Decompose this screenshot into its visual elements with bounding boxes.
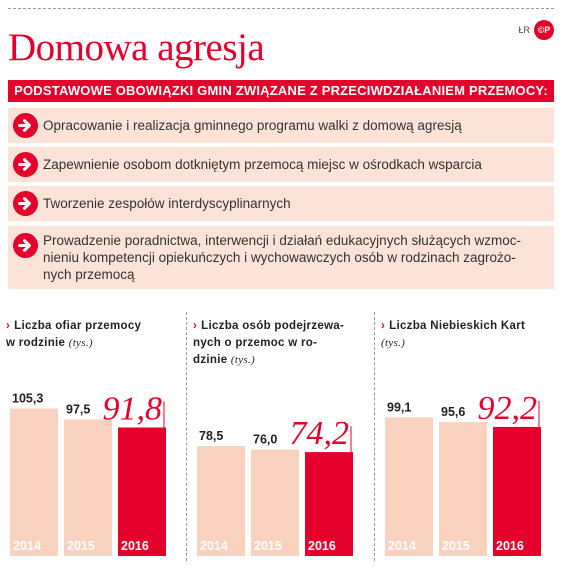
tick-label: 2015 — [67, 539, 95, 553]
value-label: 91,8 — [103, 390, 163, 427]
value-label: 76,0 — [253, 433, 277, 447]
chart-title: › Liczba ofiar przemocy w rodzinie (tys.) — [6, 320, 142, 349]
value-label: 74,2 — [290, 415, 350, 452]
duty-item-1: Opracowanie i realizacja gminnego progra… — [8, 108, 554, 143]
bar — [10, 408, 58, 556]
tick-label: 2016 — [308, 539, 336, 553]
duty-text: Opracowanie i realizacja gminnego progra… — [43, 118, 462, 133]
chart-title: › Liczba osób podejrzewa- nych o przemoc … — [193, 320, 345, 366]
value-label: 78,5 — [199, 429, 223, 443]
arrow-right-icon — [12, 232, 39, 259]
chart-panel-suspects: › Liczba osób podejrzewa- nych o przemoc … — [186, 312, 369, 561]
arrow-right-icon — [12, 112, 39, 139]
bar-chart: 99,1 2014 95,6 2015 92,2 2016 — [385, 390, 541, 556]
value-label: 105,3 — [12, 392, 43, 406]
bar — [385, 417, 433, 556]
duty-text: Tworzenie zespołów interdyscyplinarnych — [43, 196, 291, 211]
publisher-logo: ©P — [534, 20, 554, 40]
bar — [493, 426, 541, 556]
duty-item-2: Zapewnienie osobom dotkniętym przemocą m… — [8, 147, 554, 182]
bar — [251, 449, 299, 556]
value-label: 92,2 — [478, 390, 538, 427]
credit: ŁR ©P — [518, 20, 554, 40]
bar — [439, 422, 487, 556]
duties-banner: PODSTAWOWE OBOWIĄZKI GMIN ZWIĄZANE Z PRZ… — [8, 80, 554, 102]
tick-label: 2016 — [121, 539, 149, 553]
bar — [305, 452, 353, 556]
tick-label: 2014 — [388, 539, 416, 553]
value-label: 95,6 — [441, 405, 465, 419]
page-title: Domowa agresja — [8, 26, 265, 69]
author-credit: ŁR — [518, 25, 530, 35]
tick-label: 2015 — [254, 539, 282, 553]
bar — [118, 427, 166, 556]
tick-label: 2015 — [442, 539, 470, 553]
bar-chart: 105,3 2014 97,5 2015 91,8 2016 — [10, 390, 166, 556]
duty-item-3: Tworzenie zespołów interdyscyplinarnych — [8, 186, 554, 221]
duty-text: Zapewnienie osobom dotkniętym przemocą m… — [43, 157, 482, 172]
tick-label: 2014 — [13, 539, 41, 553]
value-label: 97,5 — [66, 403, 90, 417]
chart-title: › Liczba Niebieskich Kart (tys.) — [381, 320, 526, 349]
bar-chart: 78,5 2014 76,0 2015 74,2 2016 — [197, 415, 353, 556]
duty-text: Prowadzenie poradnictwa, interwencji i d… — [43, 233, 521, 282]
chart-panel-victims: › Liczba ofiar przemocy w rodzinie (tys.)… — [0, 312, 180, 561]
top-divider — [8, 8, 554, 9]
arrow-right-icon — [12, 190, 39, 217]
bar — [197, 446, 245, 556]
chart-panel-blue-cards: › Liczba Niebieskich Kart (tys.) 99,1 2014 9… — [374, 312, 557, 561]
arrow-right-icon — [12, 151, 39, 178]
value-label: 99,1 — [387, 400, 411, 414]
duty-item-4: Prowadzenie poradnictwa, interwencji i d… — [8, 226, 554, 289]
bar — [64, 419, 112, 556]
tick-label: 2014 — [200, 539, 228, 553]
tick-label: 2016 — [496, 539, 524, 553]
